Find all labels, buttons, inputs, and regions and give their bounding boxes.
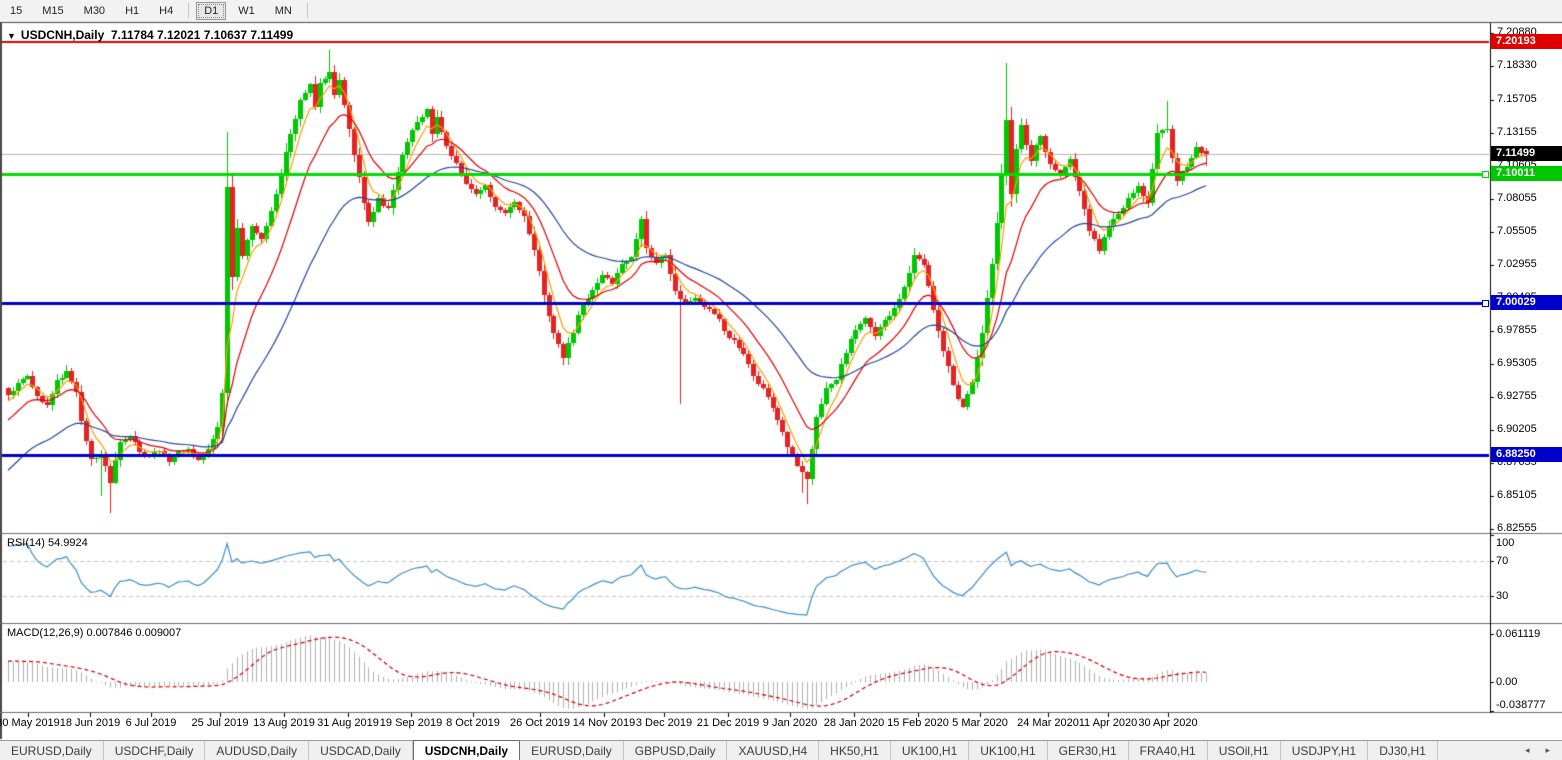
date-label: 11 Apr 2020 — [1078, 717, 1138, 729]
timeframe-button-m15[interactable]: M15 — [34, 2, 71, 20]
hline-handle[interactable] — [1482, 171, 1489, 178]
chart-tab-eurusd[interactable]: EURUSD,Daily — [0, 741, 104, 760]
date-label: 19 Sep 2019 — [379, 717, 443, 729]
chart-tab-gbpusd[interactable]: GBPUSD,Daily — [624, 741, 728, 760]
timeframe-button-mn[interactable]: MN — [267, 2, 300, 20]
date-label: 25 Jul 2019 — [191, 717, 249, 729]
tab-scroll-arrows: ◂ ▸ — [1525, 741, 1562, 760]
chart-tab-uk100[interactable]: UK100,H1 — [969, 741, 1048, 760]
timeframe-button-h1[interactable]: H1 — [117, 2, 147, 20]
timeframe-button-h4[interactable]: H4 — [151, 2, 181, 20]
chart-tab-usdcad[interactable]: USDCAD,Daily — [309, 741, 413, 760]
price-badge: 7.20193 — [1491, 34, 1562, 49]
date-label: 8 Oct 2019 — [446, 717, 500, 729]
chart-symbol-label: USDCNH,Daily — [20, 28, 105, 42]
price-label: 7.13155 — [1497, 126, 1537, 138]
chart-ohlc-values: 7.11784 7.12021 7.10637 7.11499 — [110, 28, 294, 42]
price-label: 6.97855 — [1497, 324, 1537, 336]
date-label: 21 Dec 2019 — [696, 717, 760, 729]
chart-tab-usoil[interactable]: USOil,H1 — [1208, 741, 1281, 760]
date-label: 30 Apr 2020 — [1138, 717, 1198, 729]
date-label: 31 Aug 2019 — [317, 717, 379, 729]
chevron-down-icon[interactable]: ▼ — [7, 31, 16, 41]
price-badge: 7.11499 — [1491, 146, 1562, 161]
macd-axis-label: 0.00 — [1496, 676, 1518, 688]
price-label: 6.95305 — [1497, 357, 1537, 369]
price-label: 7.08055 — [1497, 192, 1537, 204]
date-label: 28 Jan 2020 — [823, 717, 885, 729]
price-label: 6.82555 — [1497, 522, 1537, 534]
price-label: 7.02955 — [1497, 258, 1537, 270]
timeframe-button-15[interactable]: 15 — [2, 2, 30, 20]
price-badge: 7.10011 — [1491, 166, 1562, 181]
timeframe-button-d1[interactable]: D1 — [196, 1, 227, 20]
rsi-axis-label: 70 — [1496, 555, 1509, 567]
price-label: 7.15705 — [1497, 93, 1537, 105]
macd-axis-label: 0.061119 — [1496, 628, 1541, 640]
rsi-axis-label: 100 — [1496, 537, 1515, 549]
date-label: 30 May 2019 — [0, 717, 60, 729]
price-label: 7.18330 — [1497, 59, 1537, 71]
chart-tab-fra40[interactable]: FRA40,H1 — [1129, 741, 1208, 760]
tab-scroll-left-icon[interactable]: ◂ — [1524, 745, 1530, 755]
price-label: 6.90205 — [1497, 423, 1537, 435]
date-label: 15 Feb 2020 — [887, 717, 949, 729]
chart-tab-usdcnh[interactable]: USDCNH,Daily — [412, 740, 521, 760]
chart-tab-usdjpy[interactable]: USDJPY,H1 — [1281, 741, 1369, 760]
symbol-tab-bar: EURUSD,Daily USDCHF,Daily AUDUSD,Daily USDC… — [0, 740, 1562, 760]
toolbar-separator — [188, 3, 190, 18]
chart-tab-ger30[interactable]: GER30,H1 — [1048, 741, 1129, 760]
rsi-panel-label: RSI(14) 54.9924 — [7, 537, 88, 549]
rsi-axis-label: 30 — [1496, 590, 1509, 602]
date-label: 3 Dec 2019 — [635, 717, 693, 729]
timeframe-toolbar: 15 M15 M30 H1 H4 D1 W1 MN — [0, 0, 1562, 22]
date-label: 13 Aug 2019 — [253, 717, 315, 729]
chart-tab-xauusd[interactable]: XAUUSD,H4 — [727, 741, 820, 760]
chart-tab-dj30[interactable]: DJ30,H1 — [1368, 741, 1438, 760]
chart-tab-usdchf[interactable]: USDCHF,Daily — [104, 741, 206, 760]
price-label: 7.05505 — [1497, 225, 1537, 237]
date-label: 18 Jun 2019 — [59, 717, 121, 729]
chart-tab-uk100[interactable]: UK100,H1 — [891, 741, 970, 760]
price-badge: 6.88250 — [1491, 447, 1562, 462]
price-label: 6.92755 — [1497, 390, 1537, 402]
macd-panel-label: MACD(12,26,9) 0.007846 0.009007 — [7, 627, 182, 639]
date-label: 26 Oct 2019 — [510, 717, 570, 729]
date-label: 14 Nov 2019 — [572, 717, 636, 729]
date-label: 6 Jul 2019 — [125, 717, 177, 729]
date-label: 9 Jan 2020 — [762, 717, 818, 729]
price-badge: 7.00029 — [1491, 295, 1562, 310]
date-label: 24 Mar 2020 — [1017, 717, 1079, 729]
timeframe-button-w1[interactable]: W1 — [230, 2, 263, 20]
chart-title: ▼ USDCNH,Daily 7.11784 7.12021 7.10637 7.… — [7, 28, 293, 42]
macd-axis-label: -0.038777 — [1496, 699, 1546, 711]
chart-tab-eurusd[interactable]: EURUSD,Daily — [520, 741, 624, 760]
tab-scroll-right-icon[interactable]: ▸ — [1545, 745, 1550, 755]
toolbar-separator — [306, 3, 308, 18]
hline-handle[interactable] — [1482, 300, 1489, 307]
date-label: 5 Mar 2020 — [952, 717, 1008, 729]
chart-tab-audusd[interactable]: AUDUSD,Daily — [205, 741, 310, 760]
price-label: 6.85105 — [1497, 489, 1537, 501]
chart-tab-hk50[interactable]: HK50,H1 — [819, 741, 891, 760]
timeframe-button-m30[interactable]: M30 — [76, 2, 113, 20]
